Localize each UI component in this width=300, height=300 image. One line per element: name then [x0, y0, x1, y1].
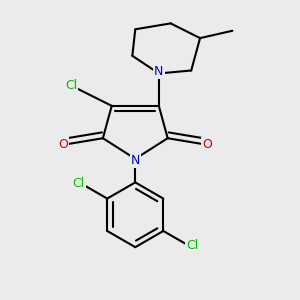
Text: Cl: Cl	[186, 239, 198, 252]
Text: Cl: Cl	[65, 79, 77, 92]
Text: N: N	[154, 65, 164, 79]
Text: Cl: Cl	[72, 177, 85, 190]
Text: N: N	[130, 154, 140, 167]
Text: O: O	[58, 138, 68, 151]
Text: O: O	[202, 138, 212, 151]
